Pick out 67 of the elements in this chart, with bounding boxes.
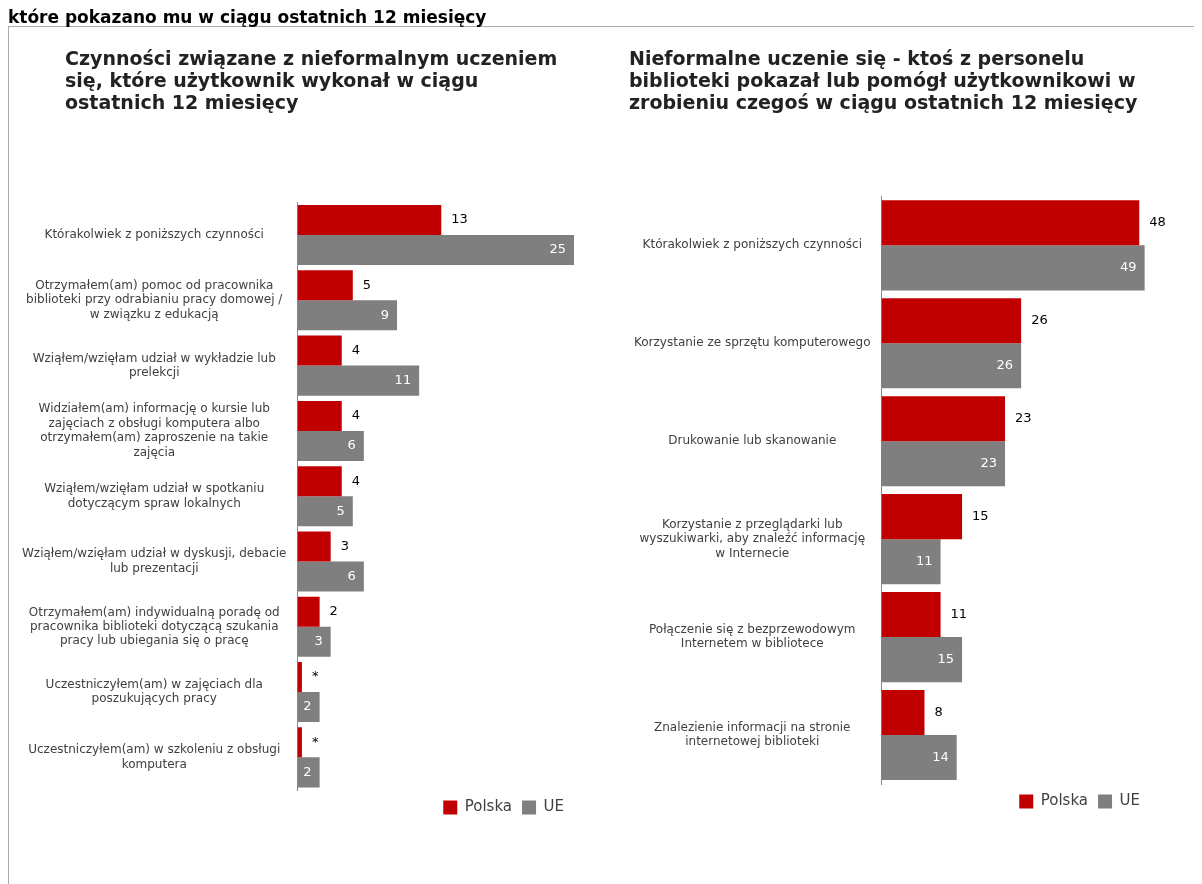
bar <box>881 298 1022 344</box>
y-tick-label: Wziąłem/wzięłam udział w dyskusji, debacie lub prezentacji <box>21 546 287 575</box>
data-label: 14 <box>932 748 949 764</box>
y-tick-label: Wziąłem/wzięłam udział w spotkaniu dotyczącym spraw lokalnych <box>44 481 265 510</box>
y-tick-label: Korzystanie ze sprzętu komputerowego <box>634 335 871 350</box>
bar <box>297 205 442 236</box>
legend-label: Polska <box>464 797 513 816</box>
data-label: 2 <box>303 763 312 779</box>
y-tick-label: Wziąłem/wzięłam udział w wykładzie lub prelekcji <box>32 350 276 379</box>
data-label: * <box>311 733 319 749</box>
bar <box>297 596 320 627</box>
bar <box>297 727 302 758</box>
bar <box>881 200 1140 246</box>
data-label: 11 <box>950 605 968 621</box>
data-label: 3 <box>340 537 349 553</box>
data-label: 8 <box>934 703 943 719</box>
data-label: 3 <box>314 633 323 649</box>
data-label: * <box>311 668 319 684</box>
y-tick-label: Widziałem(am) informację o kursie lub zajęciach z obsługi komputera albo otrzymałem(am) zaproszenie na takie zajęcia <box>38 401 270 459</box>
data-label: 6 <box>347 567 356 583</box>
bar <box>881 592 941 638</box>
bar <box>297 466 342 497</box>
data-label: 5 <box>336 502 345 518</box>
bar <box>881 396 1006 442</box>
chart-title: Czynności związane z nieformalnym uczeniem się, które użytkownik wykonał w ciągu ostatnich 12 miesięcy <box>65 47 559 115</box>
y-tick-label: Znalezienie informacji na stronie internetowej biblioteki <box>654 719 851 749</box>
legend-label: Polska <box>1040 791 1089 810</box>
bar <box>297 270 353 301</box>
data-label: 2 <box>329 603 338 619</box>
data-label: 4 <box>351 407 361 423</box>
data-label: 48 <box>1149 214 1166 230</box>
data-label: 13 <box>451 211 468 227</box>
y-tick-label: Korzystanie z przeglądarki lub wyszukiwarki, aby znaleźć informację w Internecie <box>639 516 866 560</box>
data-label: 11 <box>394 372 412 388</box>
text: które pokazano mu w ciągu ostatnich 12 miesięcy <box>8 7 488 27</box>
bar <box>297 335 342 366</box>
y-tick-label: Otrzymałem(am) pomoc od pracownika biblioteki przy odrabianiu pracy domowej / w związku z edukacją <box>26 278 284 321</box>
bar <box>881 689 925 736</box>
data-label: 26 <box>996 357 1014 373</box>
y-tick-label: Którakolwiek z poniższych czynności <box>642 237 862 252</box>
data-label: 9 <box>380 306 390 322</box>
data-label: 15 <box>937 651 955 666</box>
data-label: 4 <box>351 472 361 488</box>
legend-label: UE <box>1119 791 1141 810</box>
data-label: 23 <box>980 455 998 471</box>
bar <box>297 531 331 562</box>
y-tick-label: Uczestniczyłem(am) w szkoleniu z obsługi komputera <box>28 742 281 771</box>
data-label: 4 <box>351 341 361 357</box>
bar <box>881 494 963 540</box>
y-tick-label: Otrzymałem(am) indywidualną poradę od pracownika biblioteki dotyczącą szukania pracy lub ubiegania się o pracę <box>28 604 280 648</box>
bar <box>297 400 342 431</box>
data-label: 15 <box>972 508 989 524</box>
chart-title: Nieformalne uczenie się - ktoś z personelu biblioteki pokazał lub pomógł użytkownikowi w zrobieniu czegoś w ciągu ostatnich 12 miesięcy <box>629 47 1139 115</box>
y-tick-label: Drukowanie lub skanowanie <box>668 433 837 448</box>
legend-label: UE <box>543 797 565 816</box>
data-label: 26 <box>1031 312 1048 328</box>
data-label: 5 <box>362 276 372 292</box>
data-label: 49 <box>1120 259 1137 275</box>
data-label: 6 <box>347 437 356 453</box>
bar <box>297 662 302 693</box>
y-tick-label: Połączenie się z bezprzewodowym Internetem w bibliotece <box>649 622 856 651</box>
y-tick-label: Uczestniczyłem(am) w zajęciach dla poszukujących pracy <box>45 676 263 706</box>
data-label: 2 <box>303 698 312 714</box>
data-label: 25 <box>549 241 566 257</box>
data-label: 11 <box>916 553 933 569</box>
y-tick-label: Którakolwiek z poniższych czynności <box>44 227 264 242</box>
data-label: 23 <box>1015 410 1032 426</box>
